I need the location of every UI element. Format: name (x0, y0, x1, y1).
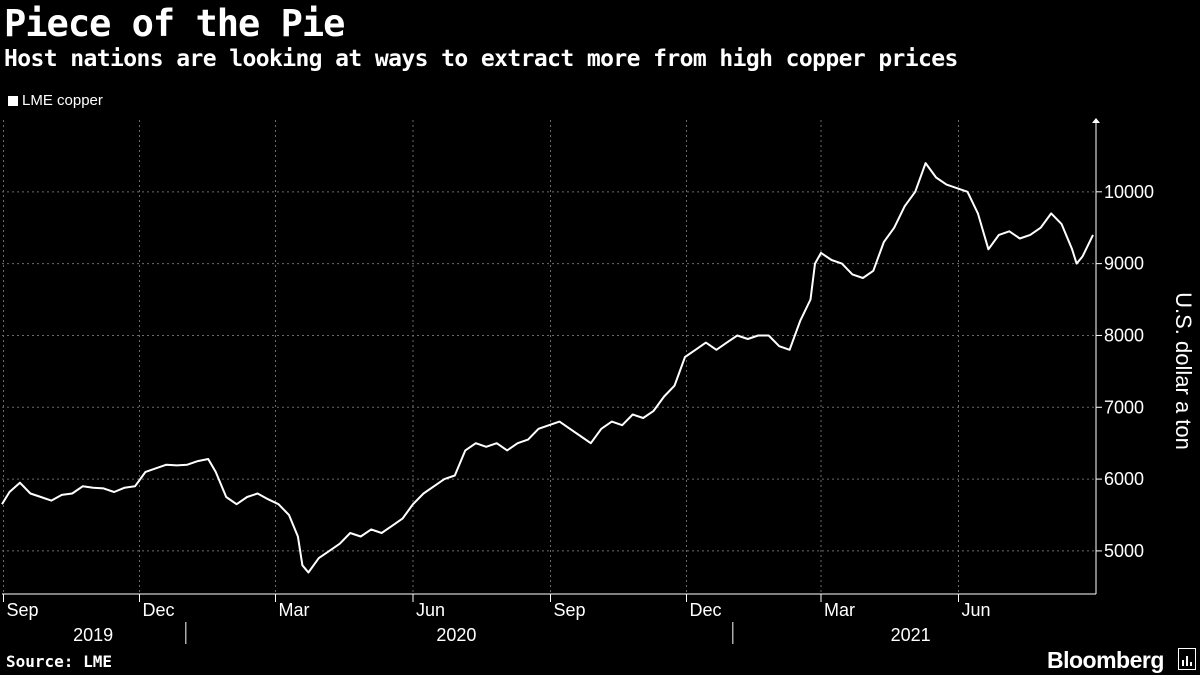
year-label: 2020 (436, 625, 476, 645)
brand-logo: Bloomberg (1047, 647, 1164, 673)
x-tick-label: Dec (142, 600, 174, 620)
y-axis-arrow (1092, 118, 1100, 123)
x-tick-label: Sep (553, 600, 585, 620)
x-tick-label: Sep (6, 600, 38, 620)
year-label: 2019 (73, 625, 113, 645)
bloomberg-terminal-icon (1178, 648, 1196, 670)
legend: LME copper (8, 92, 103, 109)
series-line-lme-copper (1, 162, 1094, 574)
x-tick-label: Jun (416, 600, 445, 620)
y-tick-label: 10000 (1104, 182, 1154, 202)
y-tick-label: 8000 (1104, 325, 1144, 345)
legend-swatch (8, 95, 18, 106)
legend-label: LME copper (22, 92, 103, 109)
y-tick-label: 6000 (1104, 469, 1144, 489)
y-tick-label: 5000 (1104, 541, 1144, 561)
x-tick-label: Jun (962, 600, 991, 620)
x-tick-label: Dec (689, 600, 721, 620)
y-tick-label: 9000 (1104, 254, 1144, 274)
chart-title: Piece of the Pie (4, 2, 345, 45)
x-tick-label: Mar (279, 600, 310, 620)
source-note: Source: LME (6, 652, 112, 671)
y-tick-label: 7000 (1104, 397, 1144, 417)
year-label: 2021 (891, 625, 931, 645)
chart-subtitle: Host nations are looking at ways to extr… (4, 46, 958, 72)
x-tick-label: Mar (824, 600, 855, 620)
y-axis-title: U.S. dollar a ton (1171, 292, 1196, 450)
